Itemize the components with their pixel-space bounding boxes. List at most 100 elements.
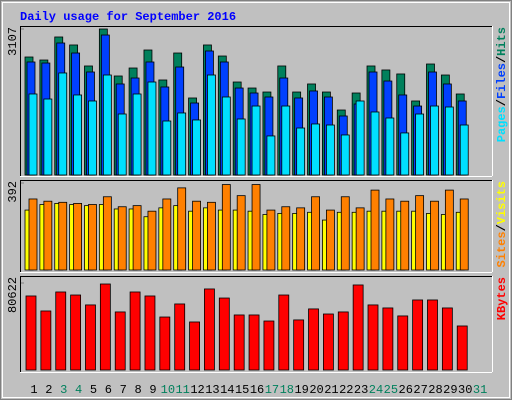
bar	[355, 100, 365, 176]
bar	[117, 113, 127, 176]
x-tick-label: 20	[309, 383, 323, 397]
bar	[266, 135, 276, 176]
x-tick-label: 8	[134, 383, 141, 397]
bar	[444, 106, 454, 176]
bar	[162, 198, 172, 271]
x-tick-label: 30	[458, 383, 472, 397]
bar	[415, 195, 425, 271]
legend-entry: Hits	[495, 27, 509, 56]
bar	[192, 119, 201, 176]
y-tick-label: 392	[6, 181, 20, 203]
x-tick-label: 16	[250, 383, 264, 397]
bar	[459, 124, 469, 176]
bar	[296, 127, 306, 176]
bar	[25, 295, 37, 371]
bar	[325, 209, 335, 271]
bar	[281, 206, 291, 271]
x-tick-label: 23	[354, 383, 368, 397]
bar	[370, 111, 380, 176]
bar	[192, 200, 201, 271]
bar	[177, 187, 187, 271]
x-tick-label: 22	[339, 383, 353, 397]
x-tick-label: 7	[120, 383, 127, 397]
bar	[251, 105, 261, 176]
bar	[412, 299, 424, 371]
legend-separator: /	[495, 56, 509, 63]
bar	[218, 297, 230, 371]
bar	[99, 283, 111, 371]
x-tick-label: 13	[205, 383, 219, 397]
bar	[147, 81, 157, 176]
bar	[117, 206, 127, 271]
bar	[73, 94, 83, 176]
legend-entry: Visits	[495, 181, 509, 224]
x-tick-label: 25	[384, 383, 398, 397]
bar	[147, 210, 157, 271]
x-tick-label: 1	[30, 383, 37, 397]
legend-entry: Pages	[495, 106, 509, 142]
bar	[102, 196, 112, 271]
legend-entry: Files	[495, 63, 509, 99]
y-tick-label: 80622	[6, 277, 20, 313]
legend-entry: KBytes	[495, 277, 509, 320]
bar	[248, 314, 260, 371]
bar	[427, 299, 438, 371]
bar	[370, 189, 380, 271]
bar	[88, 100, 97, 176]
bar	[311, 123, 320, 176]
bar	[233, 314, 245, 371]
x-tick-label: 6	[105, 383, 112, 397]
bar	[415, 113, 425, 176]
bar	[73, 203, 83, 271]
bar	[400, 200, 410, 271]
x-tick-label: 27	[413, 383, 427, 397]
bar	[159, 316, 171, 371]
bar	[55, 291, 67, 371]
legend-entry: Sites	[495, 231, 509, 267]
bar	[456, 325, 468, 371]
bar	[204, 288, 215, 371]
bar	[325, 124, 335, 176]
x-tick-label: 21	[324, 383, 338, 397]
bar	[85, 304, 96, 371]
bar	[322, 313, 334, 371]
x-tick-label: 31	[473, 383, 487, 397]
bar	[40, 310, 52, 371]
bar	[207, 74, 216, 176]
bar	[296, 207, 306, 271]
bar	[281, 105, 291, 176]
chart-title: Daily usage for September 2016	[20, 10, 236, 24]
x-tick-label: 29	[443, 383, 457, 397]
bar	[102, 74, 112, 176]
bar	[444, 189, 454, 271]
x-tick-label: 12	[190, 383, 204, 397]
bar	[221, 96, 231, 176]
bar	[251, 184, 261, 271]
bar	[88, 204, 97, 271]
bar	[236, 195, 246, 271]
bar	[236, 118, 246, 176]
bar	[459, 198, 469, 271]
bar	[114, 311, 126, 371]
y-tick-label: 3107	[6, 27, 20, 56]
x-tick-label: 17	[265, 383, 279, 397]
bar	[355, 207, 365, 271]
bar	[132, 93, 142, 176]
x-tick-label: 4	[75, 383, 82, 397]
bar	[385, 198, 395, 271]
bar	[132, 205, 142, 271]
bar	[144, 295, 156, 371]
x-tick-label: 5	[90, 383, 97, 397]
bar	[162, 120, 172, 176]
x-tick-label: 18	[280, 383, 294, 397]
bar	[441, 307, 453, 371]
bar	[129, 291, 141, 371]
bar	[308, 308, 319, 371]
x-tick-label: 11	[175, 383, 189, 397]
bar	[337, 311, 349, 371]
bar	[174, 303, 186, 371]
x-tick-label: 24	[369, 383, 383, 397]
bar	[430, 105, 439, 176]
legend: KBytes	[495, 277, 509, 320]
